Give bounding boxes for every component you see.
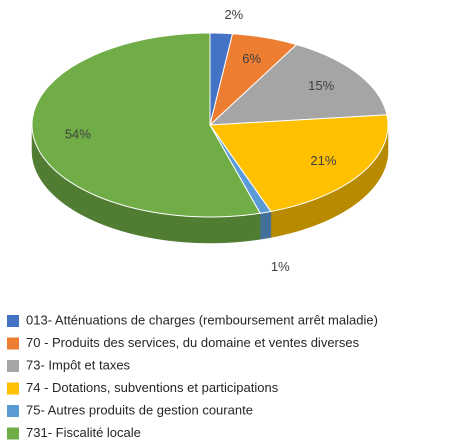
legend-swatch xyxy=(7,337,19,350)
legend-label: 013- Atténuations de charges (remboursem… xyxy=(26,312,378,327)
data-label: 2% xyxy=(224,7,243,22)
slice xyxy=(208,44,388,126)
data-label: 15% xyxy=(308,78,334,93)
legend-swatch xyxy=(7,427,19,440)
slice xyxy=(209,33,298,127)
data-label: 6% xyxy=(242,51,261,66)
data-label: 1% xyxy=(271,259,290,274)
legend-swatch xyxy=(7,405,19,417)
slice xyxy=(209,114,389,213)
legend-swatch xyxy=(7,382,19,395)
legend-label: 73- Impôt et taxes xyxy=(26,357,131,372)
data-label: 54% xyxy=(65,126,91,141)
legend-swatch xyxy=(7,360,19,372)
legend-label: 74 - Dotations, subventions et participa… xyxy=(26,380,279,395)
legend-label: 70 - Produits des services, du domaine e… xyxy=(26,335,360,350)
legend-label: 731- Fiscalité locale xyxy=(26,425,141,440)
slice-side xyxy=(259,211,272,240)
legend-swatch xyxy=(7,315,19,327)
legend-label: 75- Autres produits de gestion courante xyxy=(26,402,253,417)
slice xyxy=(31,32,261,218)
data-label: 21% xyxy=(310,153,336,168)
